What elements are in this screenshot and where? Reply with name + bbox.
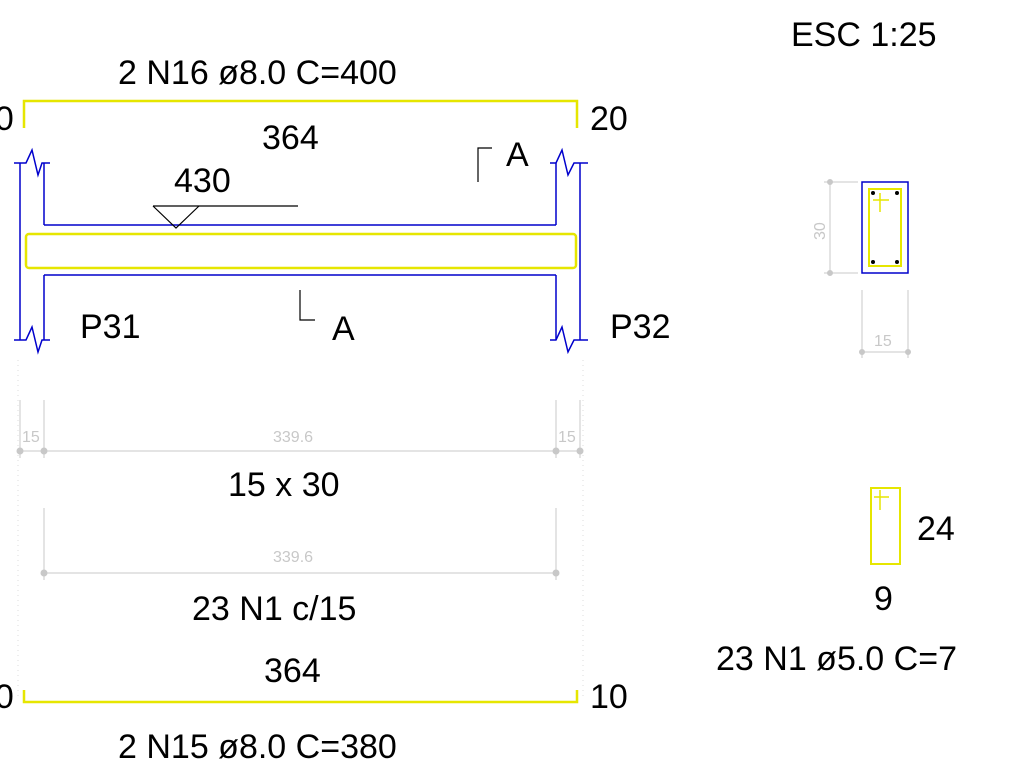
bottom-rebar — [22, 690, 579, 704]
beam-outline — [14, 147, 588, 355]
section-mark-top: A — [506, 136, 529, 174]
beam-rebar-band — [24, 232, 578, 270]
dim-support-left: 15 — [22, 429, 40, 446]
cross-section-width-dim — [859, 290, 911, 358]
support-right-label: P32 — [610, 308, 671, 346]
stirrup-callout: 23 N1 ø5.0 C=7 — [716, 640, 957, 678]
cross-section-bars — [871, 191, 899, 264]
section-mark-bottom: A — [332, 310, 355, 348]
dim-clear-span: 339.6 — [273, 429, 313, 446]
stirrup-width: 9 — [874, 580, 893, 618]
stirrup-distribution: 23 N1 c/15 — [192, 590, 356, 628]
stirrup-shape — [870, 487, 901, 565]
cross-section: 30 15 — [812, 179, 911, 358]
stirrup-hook — [874, 490, 889, 510]
top-rebar — [22, 99, 579, 128]
top-bar-hook-right: 20 — [590, 100, 628, 138]
scale-label: ESC 1:25 — [791, 16, 937, 54]
stirrup-detail — [870, 487, 901, 565]
cross-section-concrete — [861, 181, 909, 274]
top-bar-callout: 2 N16 ø8.0 C=400 — [118, 54, 397, 92]
cross-section-stirrup — [868, 188, 902, 267]
beam-section-size: 15 x 30 — [228, 466, 340, 504]
top-bar-length: 364 — [262, 119, 319, 157]
bottom-bar-length: 364 — [264, 652, 321, 690]
guide-lines — [17, 360, 584, 700]
level-marker — [152, 205, 298, 229]
support-left-label: P31 — [80, 308, 141, 346]
span-label: 430 — [174, 162, 231, 200]
cross-section-height-dim — [824, 179, 858, 276]
top-bar-hook-left: 20 — [0, 100, 14, 138]
stirrup-height: 24 — [917, 510, 955, 548]
cross-section-hook — [873, 193, 889, 212]
cross-section-width: 15 — [874, 333, 892, 350]
bottom-bar-callout: 2 N15 ø8.0 C=380 — [118, 728, 397, 764]
section-mark-symbols — [299, 147, 492, 321]
dim-support-right: 15 — [558, 429, 576, 446]
dimension-line-stirrups — [40, 508, 560, 580]
bottom-bar-hook-right: 10 — [590, 678, 628, 716]
cross-section-height: 30 — [812, 222, 829, 240]
dimension-line-clear-span — [16, 400, 584, 458]
bottom-bar-hook-left: 10 — [0, 678, 14, 716]
dim-stirrup-length: 339.6 — [273, 549, 313, 566]
